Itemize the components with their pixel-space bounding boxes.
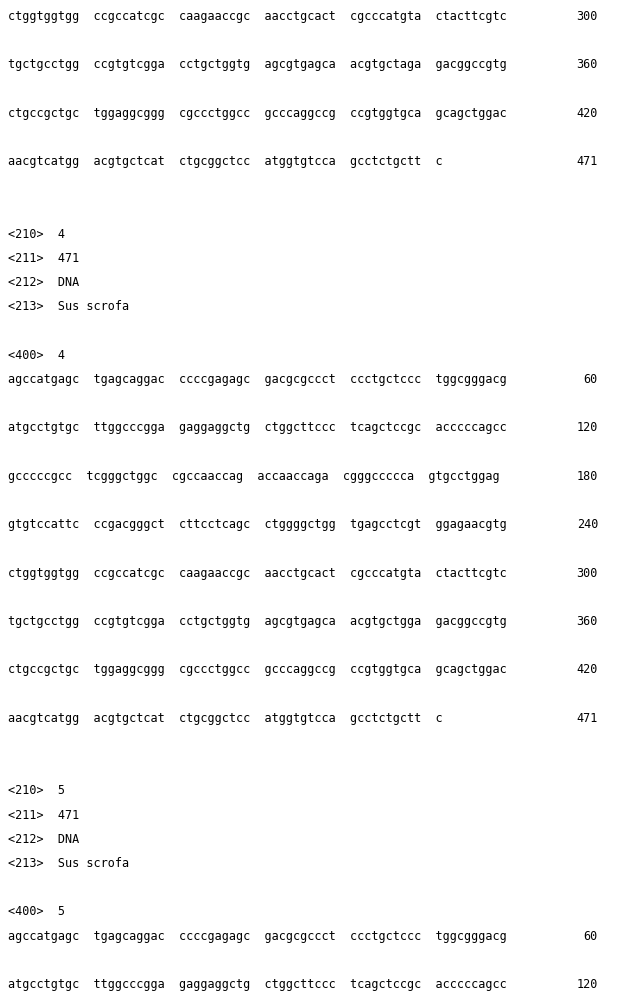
Text: atgcctgtgc  ttggcccgga  gaggaggctg  ctggcttccc  tcagctccgc  acccccagcc: atgcctgtgc ttggcccgga gaggaggctg ctggctt… bbox=[8, 421, 506, 434]
Text: agccatgagc  tgagcaggac  ccccgagagc  gacgcgccct  ccctgctccc  tggcgggacg: agccatgagc tgagcaggac ccccgagagc gacgcgc… bbox=[8, 373, 506, 386]
Text: 420: 420 bbox=[577, 663, 598, 676]
Text: ctgccgctgc  tggaggcggg  cgccctggcc  gcccaggccg  ccgtggtgca  gcagctggac: ctgccgctgc tggaggcggg cgccctggcc gcccagg… bbox=[8, 663, 506, 676]
Text: atgcctgtgc  ttggcccgga  gaggaggctg  ctggcttccc  tcagctccgc  acccccagcc: atgcctgtgc ttggcccgga gaggaggctg ctggctt… bbox=[8, 978, 506, 991]
Text: ctggtggtgg  ccgccatcgc  caagaaccgc  aacctgcact  cgcccatgta  ctacttcgtc: ctggtggtgg ccgccatcgc caagaaccgc aacctgc… bbox=[8, 10, 506, 23]
Text: tgctgcctgg  ccgtgtcgga  cctgctggtg  agcgtgagca  acgtgctaga  gacggccgtg: tgctgcctgg ccgtgtcgga cctgctggtg agcgtga… bbox=[8, 58, 506, 71]
Text: agccatgagc  tgagcaggac  ccccgagagc  gacgcgccct  ccctgctccc  tggcgggacg: agccatgagc tgagcaggac ccccgagagc gacgcgc… bbox=[8, 930, 506, 943]
Text: <213>  Sus scrofa: <213> Sus scrofa bbox=[8, 300, 129, 313]
Text: <210>  4: <210> 4 bbox=[8, 228, 65, 241]
Text: 300: 300 bbox=[577, 567, 598, 580]
Text: 471: 471 bbox=[577, 155, 598, 168]
Text: <210>  5: <210> 5 bbox=[8, 784, 65, 797]
Text: 300: 300 bbox=[577, 10, 598, 23]
Text: <400>  4: <400> 4 bbox=[8, 349, 65, 362]
Text: 360: 360 bbox=[577, 58, 598, 71]
Text: 60: 60 bbox=[584, 930, 598, 943]
Text: 360: 360 bbox=[577, 615, 598, 628]
Text: <212>  DNA: <212> DNA bbox=[8, 833, 79, 846]
Text: 120: 120 bbox=[577, 421, 598, 434]
Text: <212>  DNA: <212> DNA bbox=[8, 276, 79, 289]
Text: tgctgcctgg  ccgtgtcgga  cctgctggtg  agcgtgagca  acgtgctgga  gacggccgtg: tgctgcctgg ccgtgtcgga cctgctggtg agcgtga… bbox=[8, 615, 506, 628]
Text: 240: 240 bbox=[577, 518, 598, 531]
Text: aacgtcatgg  acgtgctcat  ctgcggctcc  atggtgtcca  gcctctgctt  c: aacgtcatgg acgtgctcat ctgcggctcc atggtgt… bbox=[8, 712, 442, 725]
Text: <213>  Sus scrofa: <213> Sus scrofa bbox=[8, 857, 129, 870]
Text: 180: 180 bbox=[577, 470, 598, 483]
Text: 60: 60 bbox=[584, 373, 598, 386]
Text: gtgtccattc  ccgacgggct  cttcctcagc  ctggggctgg  tgagcctcgt  ggagaacgtg: gtgtccattc ccgacgggct cttcctcagc ctggggc… bbox=[8, 518, 506, 531]
Text: aacgtcatgg  acgtgctcat  ctgcggctcc  atggtgtcca  gcctctgctt  c: aacgtcatgg acgtgctcat ctgcggctcc atggtgt… bbox=[8, 155, 442, 168]
Text: 420: 420 bbox=[577, 107, 598, 120]
Text: ctgccgctgc  tggaggcggg  cgccctggcc  gcccaggccg  ccgtggtgca  gcagctggac: ctgccgctgc tggaggcggg cgccctggcc gcccagg… bbox=[8, 107, 506, 120]
Text: gcccccgcc  tcgggctggc  cgccaaccag  accaaccaga  cgggccccca  gtgcctggag: gcccccgcc tcgggctggc cgccaaccag accaacca… bbox=[8, 470, 500, 483]
Text: 120: 120 bbox=[577, 978, 598, 991]
Text: 471: 471 bbox=[577, 712, 598, 725]
Text: ctggtggtgg  ccgccatcgc  caagaaccgc  aacctgcact  cgcccatgta  ctacttcgtc: ctggtggtgg ccgccatcgc caagaaccgc aacctgc… bbox=[8, 567, 506, 580]
Text: <400>  5: <400> 5 bbox=[8, 905, 65, 918]
Text: <211>  471: <211> 471 bbox=[8, 809, 79, 822]
Text: <211>  471: <211> 471 bbox=[8, 252, 79, 265]
